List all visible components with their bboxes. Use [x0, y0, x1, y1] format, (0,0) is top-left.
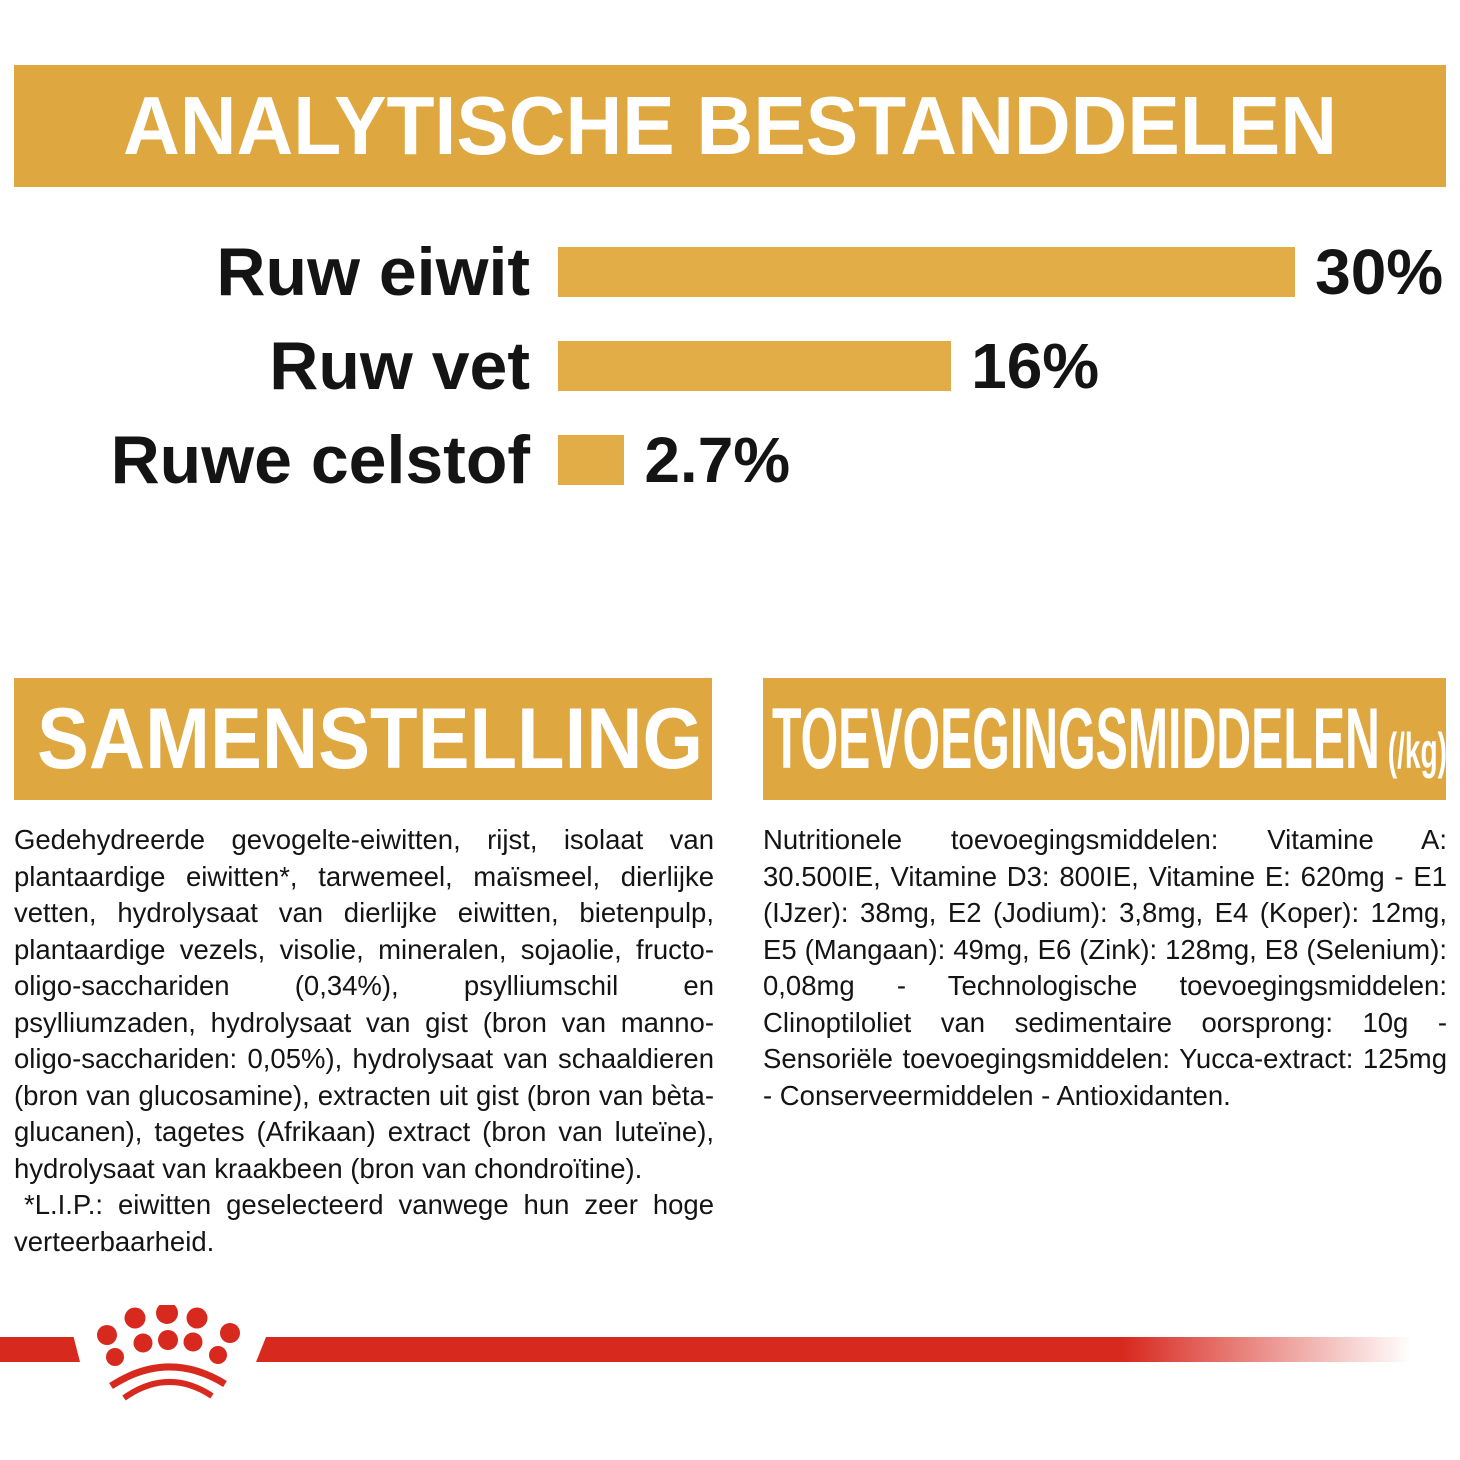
brand-stripe-left — [0, 1337, 80, 1362]
chart-bar-fibre — [558, 435, 625, 485]
chart-label-fibre: Ruwe celstof — [110, 422, 530, 498]
chart-row-fibre: Ruwe celstof 2.7% — [0, 413, 1460, 507]
composition-text-block: Gedehydreerde gevogelte-eiwitten, rijst,… — [14, 822, 714, 1260]
chart-value-fat: 16% — [971, 330, 1100, 402]
chart-label-protein: Ruw eiwit — [216, 234, 530, 310]
additives-header-banner: TOEVOEGINGSMIDDELEN (/kg) — [763, 678, 1446, 800]
additives-body-text: Nutritionele toevoegingsmiddelen: Vitami… — [763, 824, 1447, 1111]
analytical-header-banner: ANALYTISCHE BESTANDDELEN — [14, 65, 1446, 187]
brand-stripe-right — [256, 1337, 1460, 1362]
composition-header-banner: SAMENSTELLING — [14, 678, 712, 800]
composition-footnote-text: *L.I.P.: eiwitten geselecteerd vanwege h… — [14, 1189, 714, 1257]
chart-label-fat: Ruw vet — [269, 328, 530, 404]
chart-row-protein: Ruw eiwit 30% — [0, 225, 1460, 319]
chart-value-protein: 30% — [1315, 236, 1444, 308]
additives-header-title-text: TOEVOEGINGSMIDDELEN — [772, 690, 1380, 787]
chart-bar-protein — [558, 247, 1296, 297]
composition-header-title: SAMENSTELLING — [37, 690, 703, 787]
additives-header-title: TOEVOEGINGSMIDDELEN (/kg) — [772, 690, 1446, 789]
analytical-header-title: ANALYTISCHE BESTANDDELEN — [122, 79, 1337, 172]
chart-value-fibre: 2.7% — [644, 424, 791, 496]
royal-canin-crown-logo-icon — [97, 1305, 240, 1401]
additives-text-block: Nutritionele toevoegingsmiddelen: Vitami… — [763, 822, 1447, 1114]
analytical-bar-chart: Ruw eiwit 30% Ruw vet 16% Ruwe celstof 2… — [0, 225, 1460, 507]
chart-row-fat: Ruw vet 16% — [0, 319, 1460, 413]
additives-header-unit: (/kg) — [1387, 722, 1446, 779]
chart-bar-fat — [558, 341, 952, 391]
composition-body-text: Gedehydreerde gevogelte-eiwitten, rijst,… — [14, 824, 714, 1184]
